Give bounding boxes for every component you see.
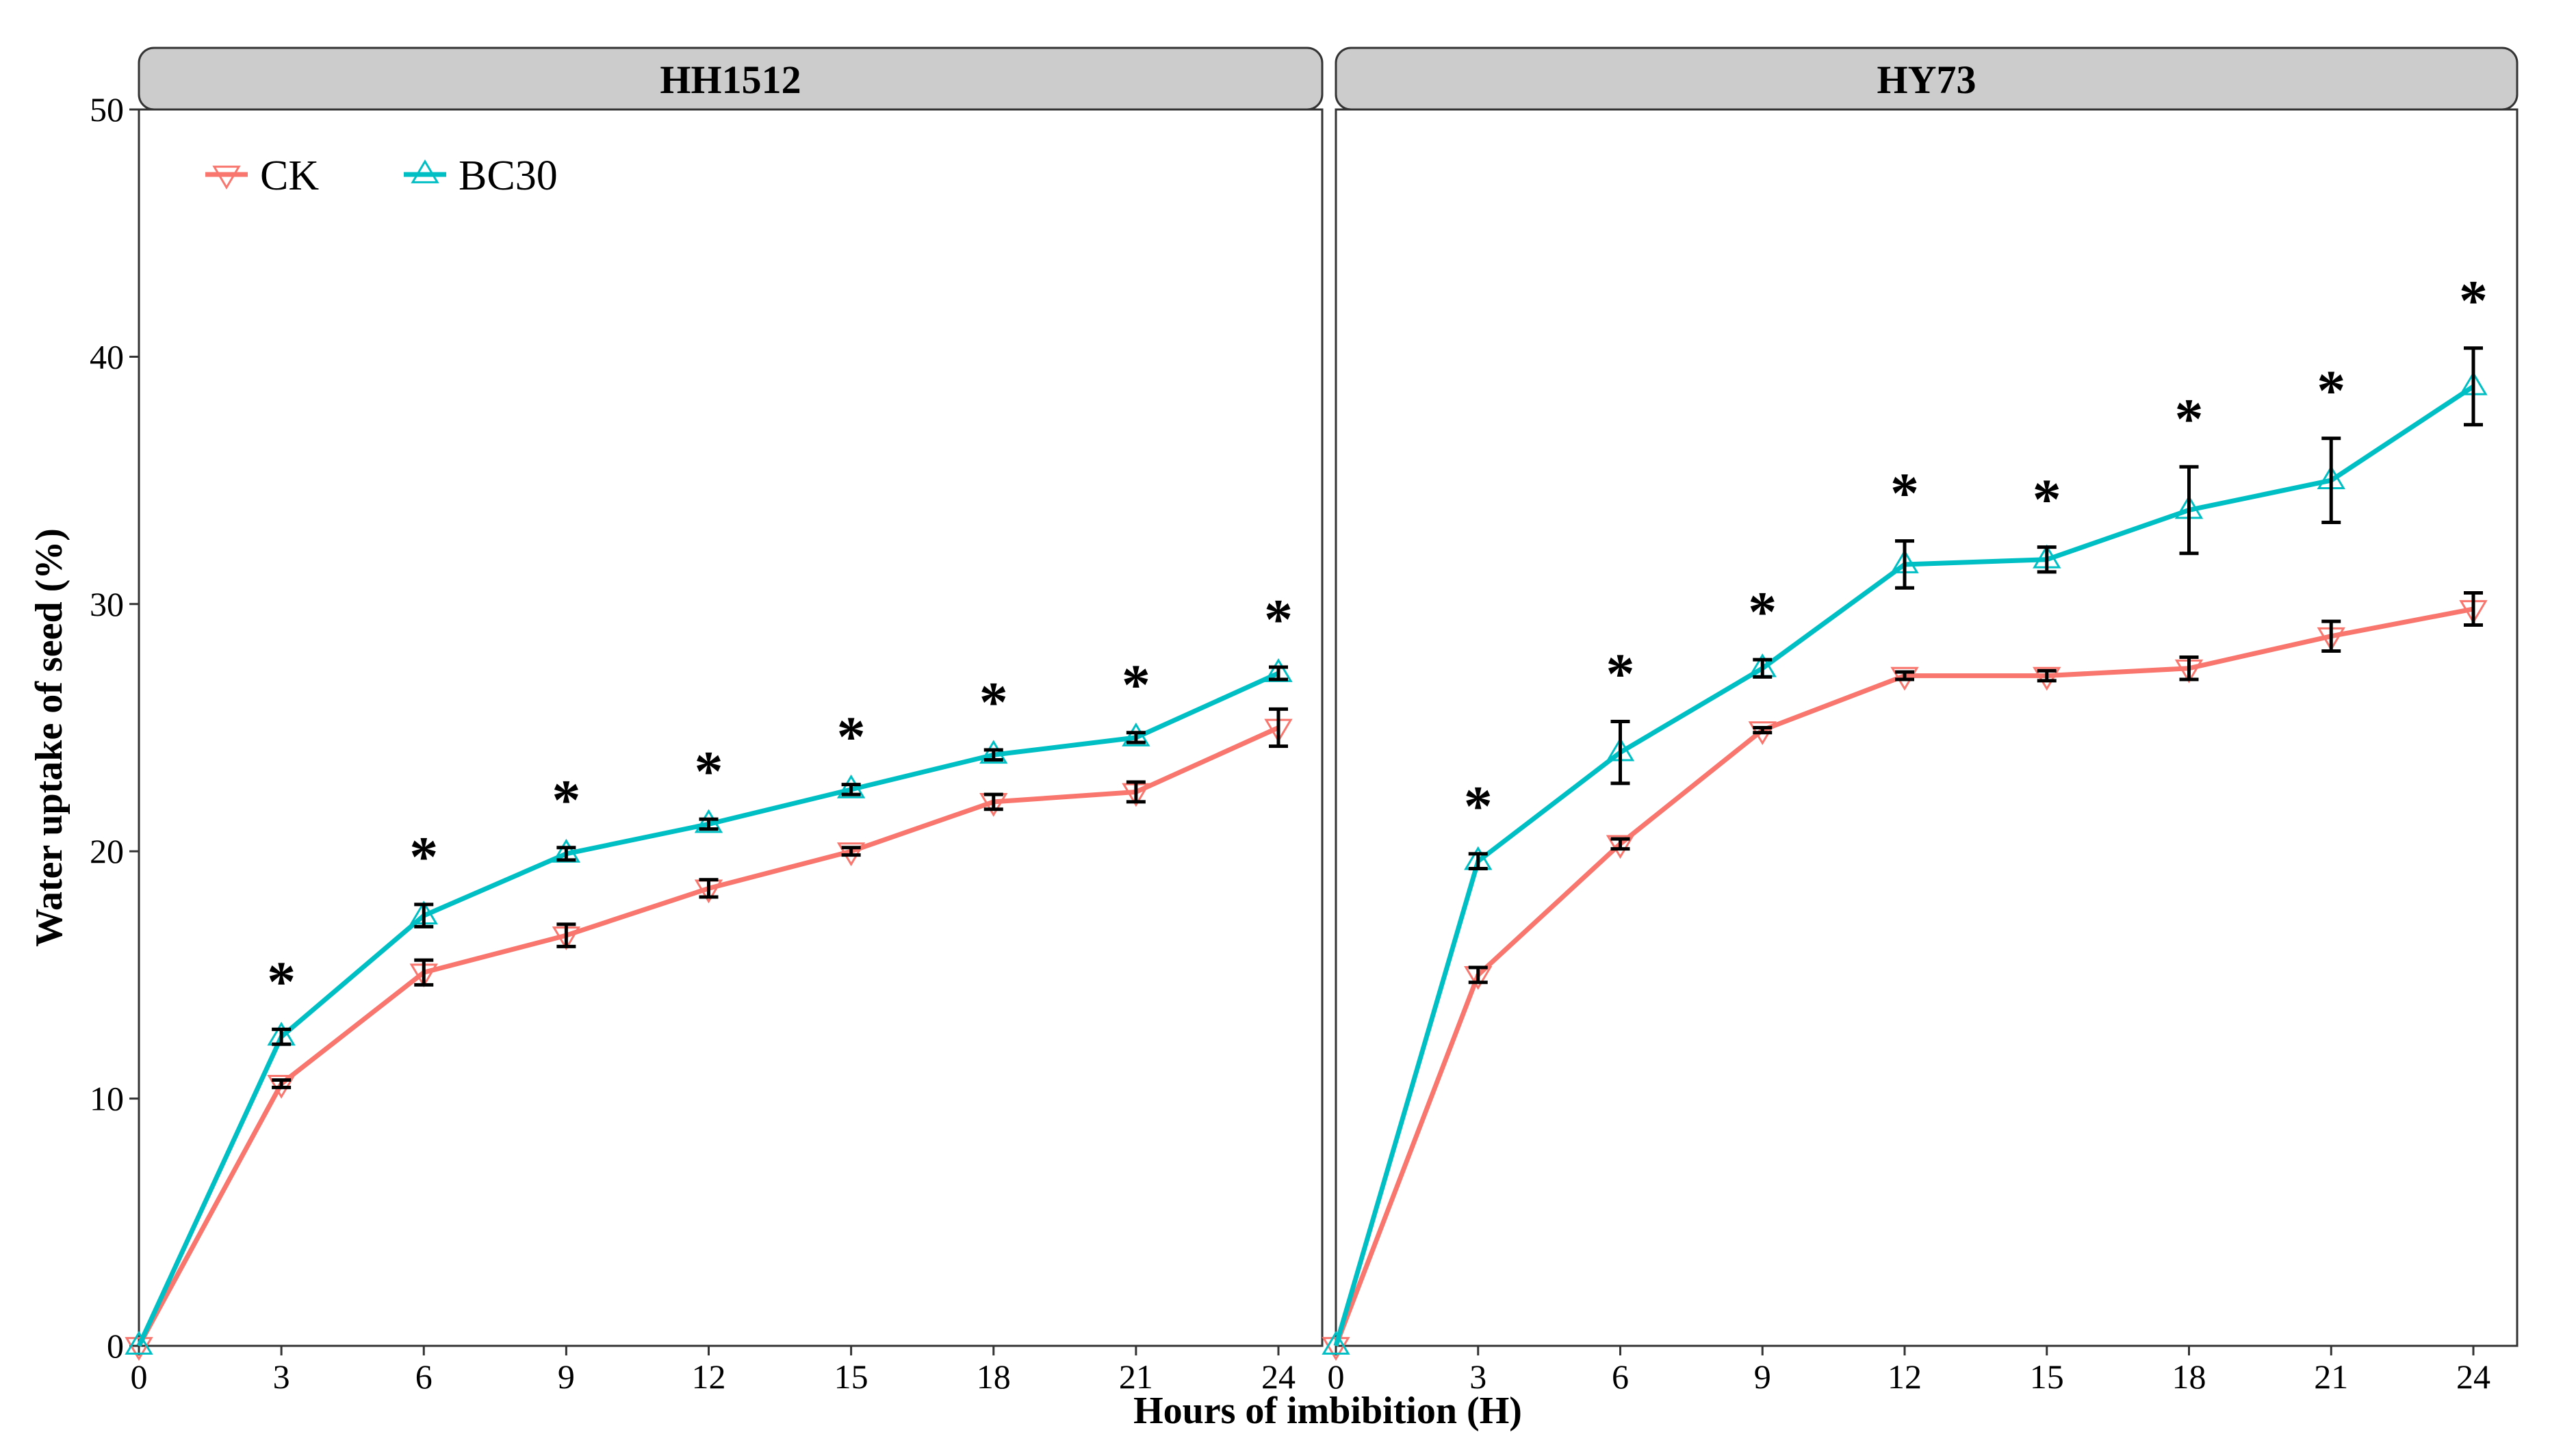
y-tick-label: 40	[90, 337, 124, 376]
significance-star: *	[1606, 642, 1635, 705]
point-bc30	[694, 809, 723, 833]
y-tick-label: 50	[90, 90, 124, 129]
x-tick-label: 0	[131, 1357, 148, 1396]
x-tick-label: 12	[1888, 1357, 1922, 1396]
point-ck	[2033, 666, 2061, 691]
x-tick-label: 6	[415, 1357, 433, 1396]
point-ck	[1606, 835, 1635, 859]
y-tick-label: 30	[90, 585, 124, 623]
legend-label: CK	[260, 153, 319, 199]
significance-star: *	[552, 768, 580, 832]
significance-star: *	[409, 825, 438, 889]
significance-star: *	[1464, 775, 1493, 838]
significance-star: *	[2175, 387, 2204, 451]
point-bc30	[836, 774, 866, 798]
series-line-bc30	[1333, 384, 2475, 1347]
x-tick-label: 15	[834, 1357, 868, 1396]
panel-hy73: HY73 0 3 6 9 12 15 18 21 24 * * * * * * * *	[1322, 47, 2519, 1396]
panel-hh1512: HH1512 0 10 20 30 40 50 0 3 6 9 12 15 18 21 24 * * * * * * * *	[90, 47, 1324, 1396]
x-tick-label: 24	[2456, 1357, 2490, 1396]
legend: CK BC30	[205, 153, 558, 199]
x-tick-label: 18	[2172, 1357, 2206, 1396]
significance-star: *	[2459, 269, 2488, 333]
x-tick-label: 12	[692, 1357, 726, 1396]
legend-marker	[212, 166, 241, 190]
significance-star: *	[2033, 468, 2061, 532]
point-bc30	[979, 740, 1008, 764]
x-axis-title: Hours of imbibition (H)	[1133, 1390, 1522, 1432]
y-tick-label: 10	[90, 1080, 124, 1118]
x-tick-label: 6	[1612, 1357, 1629, 1396]
y-axis-title: Water uptake of seed (%)	[28, 528, 70, 947]
x-tick-label: 3	[1469, 1357, 1486, 1396]
x-tick-label: 0	[1328, 1357, 1345, 1396]
series-line-ck	[1333, 606, 2474, 1347]
x-tick-label: 9	[558, 1357, 575, 1396]
x-tick-label: 21	[1119, 1357, 1153, 1396]
y-tick-label: 20	[90, 832, 124, 870]
point-bc30	[1322, 1331, 1350, 1355]
point-bc30	[125, 1331, 153, 1355]
significance-star: *	[979, 671, 1008, 734]
panel-title: HH1512	[660, 57, 801, 102]
significance-star: *	[267, 950, 296, 1013]
significance-star: *	[2317, 359, 2345, 423]
legend-label: BC30	[459, 153, 558, 199]
significance-star: *	[837, 705, 866, 769]
x-tick-label: 24	[1261, 1357, 1296, 1396]
x-tick-label: 15	[2030, 1357, 2064, 1396]
panel-border	[1335, 108, 2519, 1347]
significance-star: *	[1122, 653, 1150, 717]
point-bc30	[1122, 723, 1150, 746]
significance-star: *	[695, 740, 723, 803]
panel-border	[138, 108, 1324, 1347]
y-tick-label: 0	[107, 1327, 124, 1365]
x-tick-label: 18	[977, 1357, 1011, 1396]
significance-star: *	[1264, 588, 1293, 651]
x-tick-label: 9	[1754, 1357, 1771, 1396]
legend-marker	[411, 159, 439, 183]
point-ck	[125, 1337, 153, 1361]
x-tick-label: 3	[273, 1357, 290, 1396]
panel-title: HY73	[1877, 57, 1976, 102]
x-tick-label: 21	[2314, 1357, 2348, 1396]
significance-star: *	[1890, 462, 1919, 525]
significance-star: *	[1748, 580, 1777, 644]
